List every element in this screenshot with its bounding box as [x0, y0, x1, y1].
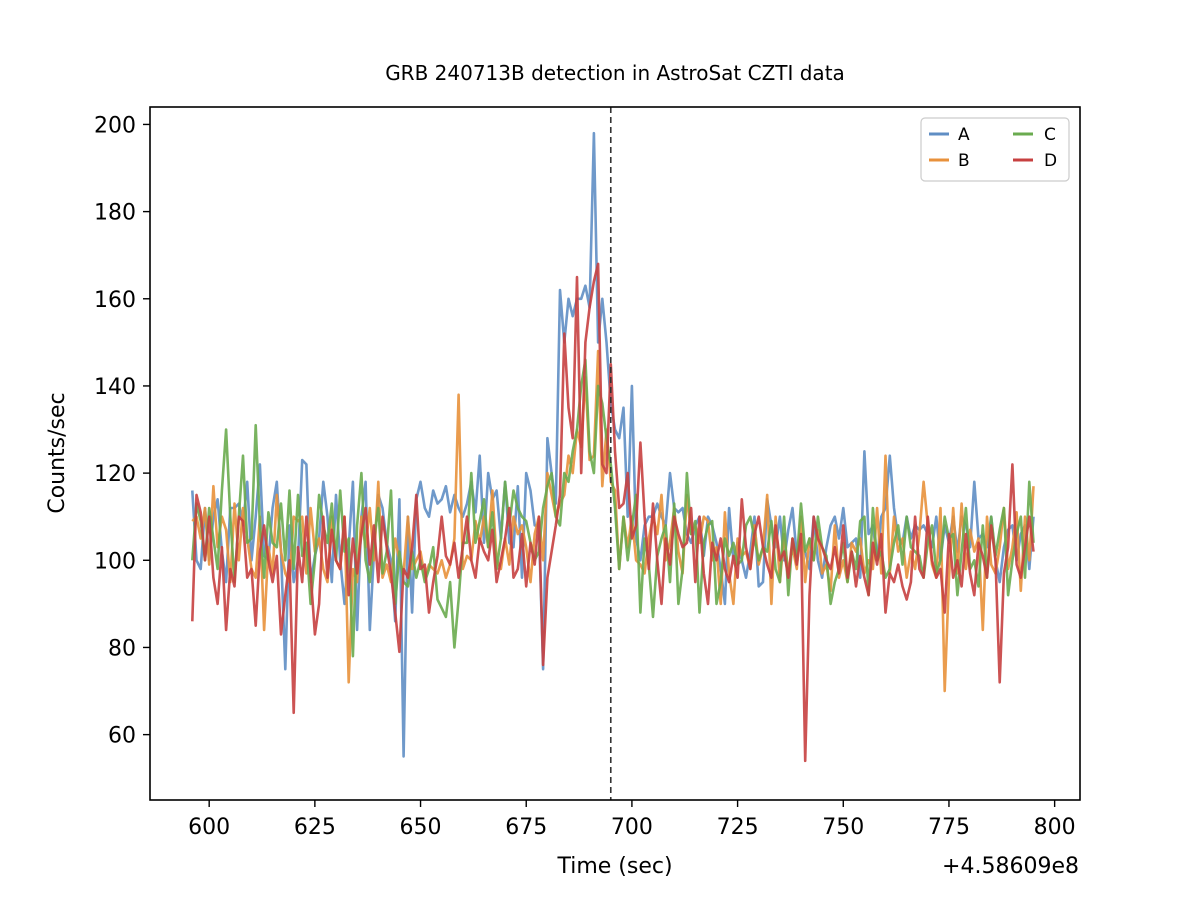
- chart-title: GRB 240713B detection in AstroSat CZTI d…: [385, 61, 845, 85]
- x-tick-label: 725: [717, 815, 759, 840]
- legend-label-b: B: [958, 151, 970, 171]
- y-tick-label: 100: [94, 549, 136, 574]
- legend-label-a: A: [958, 125, 970, 145]
- series-line-c: [191, 358, 1035, 658]
- plot-frame: [149, 106, 1081, 801]
- x-axis-offset-text: +4.58609e8: [942, 854, 1079, 879]
- y-tick-label: 80: [108, 636, 136, 661]
- x-tick-label: 625: [294, 815, 336, 840]
- series-line-d: [191, 262, 1035, 763]
- y-tick-label: 180: [94, 201, 136, 226]
- x-tick-label: 675: [505, 815, 547, 840]
- y-tick-label: 140: [94, 375, 136, 400]
- x-tick-label: 650: [400, 815, 442, 840]
- y-axis-label: Counts/sec: [45, 392, 70, 513]
- x-tick-label: 700: [611, 815, 653, 840]
- series-layer: [191, 131, 1035, 763]
- y-tick-label: 60: [108, 724, 136, 749]
- legend-label-c: C: [1044, 125, 1056, 145]
- x-tick-label: 775: [928, 815, 970, 840]
- y-tick-label: 160: [94, 288, 136, 313]
- y-tick-label: 200: [94, 113, 136, 138]
- x-tick-label: 800: [1034, 815, 1076, 840]
- x-axis: 600 625 650 675 700 725 750 775 800: [188, 800, 1076, 840]
- x-tick-label: 750: [822, 815, 864, 840]
- legend: A B C D: [920, 117, 1070, 182]
- x-tick-label: 600: [188, 815, 230, 840]
- legend-label-d: D: [1044, 151, 1057, 171]
- y-tick-label: 120: [94, 462, 136, 487]
- x-axis-label: Time (sec): [556, 854, 672, 879]
- y-axis: 60 80 100 120 140 160 180 200: [94, 113, 150, 749]
